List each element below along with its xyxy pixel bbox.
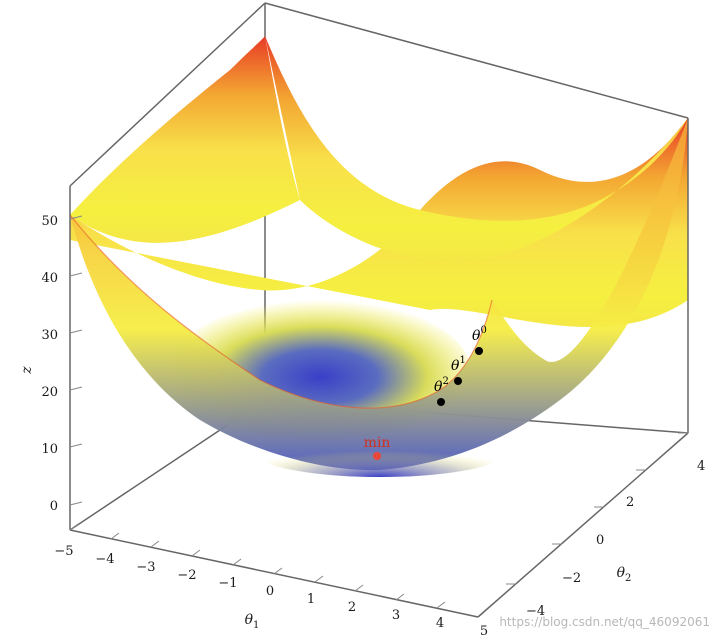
x-tick-label: 1 <box>307 592 315 607</box>
x-tick-label: 4 <box>436 616 444 631</box>
z-tick-label: 20 <box>41 385 58 400</box>
z-tick-label: 30 <box>41 328 58 343</box>
x-tick-label: 0 <box>266 584 274 599</box>
z-tick-labels: 0 10 20 30 40 50 <box>41 214 58 514</box>
x-axis-label: θ1 <box>245 612 260 631</box>
point-theta1 <box>454 377 462 385</box>
surface-back <box>70 118 688 328</box>
x-tick-label: 3 <box>392 608 400 623</box>
x-ticks <box>69 523 446 609</box>
y-ticks <box>506 432 688 585</box>
y-tick-labels: −4 −2 0 2 4 <box>526 459 705 619</box>
x-tick-label: 2 <box>348 600 356 615</box>
x-tick-label: −3 <box>136 560 155 575</box>
y-tick-label: 0 <box>596 533 604 548</box>
surface-back-wing <box>265 36 688 262</box>
point-theta2 <box>437 398 445 406</box>
point-min-label: min <box>364 435 391 451</box>
x-tick-label: −1 <box>218 576 237 591</box>
y-tick-label: −2 <box>562 571 581 586</box>
point-theta0 <box>475 347 483 355</box>
z-tick-label: 10 <box>41 442 58 457</box>
z-tick-label: 50 <box>41 214 58 229</box>
x-tick-label: 5 <box>480 624 488 639</box>
point-theta2-label: θ2 <box>434 376 449 395</box>
watermark-text: https://blog.csdn.net/qq_46092061 <box>499 615 710 629</box>
y-tick-label: 2 <box>626 495 634 510</box>
x-tick-label: −5 <box>54 544 73 559</box>
surface-rim-line <box>69 214 493 409</box>
y-tick-label: 4 <box>697 459 705 474</box>
point-min <box>373 452 381 460</box>
z-tick-label: 40 <box>41 271 58 286</box>
point-theta1-label: θ1 <box>451 355 466 374</box>
y-axis-label: θ2 <box>617 565 632 584</box>
surface-left-wing <box>70 36 300 243</box>
surface-front <box>70 118 688 471</box>
z-ticks <box>69 215 83 506</box>
point-theta0-label: θ0 <box>472 325 487 344</box>
x-tick-label: −2 <box>177 568 196 583</box>
x-tick-label: −4 <box>95 552 114 567</box>
z-axis-label: z <box>19 366 35 375</box>
z-tick-label: 0 <box>50 499 58 514</box>
y-tick-label: −4 <box>526 604 545 619</box>
gradient-points: θ0 θ1 θ2 min <box>364 325 487 460</box>
x-tick-labels: −5 −4 −3 −2 −1 0 1 2 3 4 5 <box>54 544 488 639</box>
